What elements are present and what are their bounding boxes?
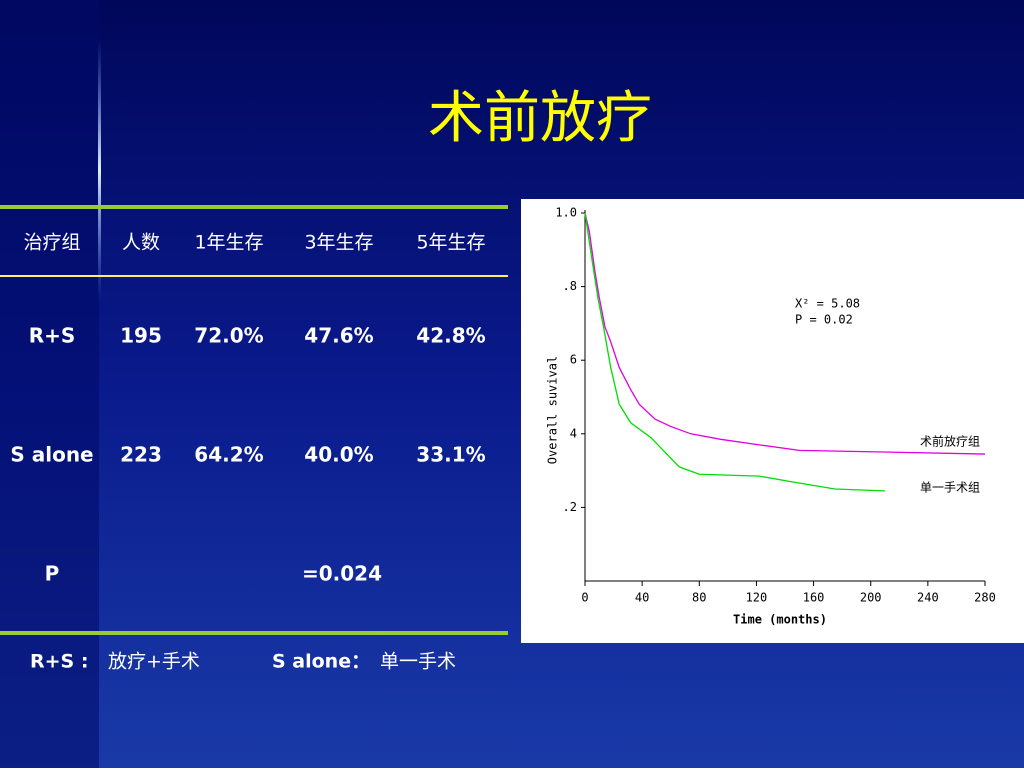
footnote-text: 放疗+手术 bbox=[108, 651, 200, 673]
survival-curve bbox=[584, 212, 886, 492]
x-axis-label: Time (months) bbox=[733, 613, 827, 627]
table-cell: 72.0% bbox=[194, 324, 263, 348]
x-tick-label: 120 bbox=[746, 591, 768, 605]
y-tick-label: 6 bbox=[570, 353, 577, 367]
x-tick-label: 160 bbox=[803, 591, 825, 605]
footnote-text: 单一手术 bbox=[380, 651, 456, 673]
table-cell: 33.1% bbox=[416, 443, 485, 467]
annotation: P = 0.02 bbox=[795, 313, 853, 327]
table-cell: 195 bbox=[120, 324, 162, 348]
footnote-label: S alone： bbox=[272, 651, 370, 673]
x-tick-label: 280 bbox=[974, 591, 996, 605]
y-tick-label: 4 bbox=[570, 426, 577, 440]
annotation: X² = 5.08 bbox=[795, 297, 860, 311]
table-header: 人数 bbox=[122, 232, 160, 254]
footnote-label: R+S : bbox=[30, 651, 88, 673]
table-cell: 64.2% bbox=[194, 443, 263, 467]
table-cell: 42.8% bbox=[416, 324, 485, 348]
legend-label: 术前放疗组 bbox=[920, 434, 980, 449]
x-tick-label: 40 bbox=[635, 591, 649, 605]
table-cell: 223 bbox=[120, 443, 162, 467]
table-cell: R+S bbox=[29, 324, 76, 348]
p-label: P bbox=[45, 562, 60, 586]
table-cell: S alone bbox=[10, 443, 93, 467]
y-tick-label: .8 bbox=[563, 279, 577, 293]
y-axis-label: Overall suvival bbox=[546, 356, 560, 464]
y-tick-label: 1.0 bbox=[555, 206, 577, 220]
table-cell: 47.6% bbox=[304, 324, 373, 348]
survival-curve bbox=[584, 212, 986, 455]
table-header: 1年生存 bbox=[194, 232, 263, 254]
side-band bbox=[0, 0, 99, 768]
table-header: 治疗组 bbox=[23, 232, 80, 254]
table-cell: 40.0% bbox=[304, 443, 373, 467]
x-tick-label: 80 bbox=[692, 591, 706, 605]
accent-line bbox=[98, 40, 101, 300]
table-header: 5年生存 bbox=[416, 232, 485, 254]
y-tick-label: .2 bbox=[563, 500, 577, 514]
p-value: =0.024 bbox=[302, 562, 382, 586]
legend-label: 单一手术组 bbox=[920, 481, 980, 495]
x-tick-label: 240 bbox=[917, 591, 939, 605]
x-tick-label: 0 bbox=[581, 591, 588, 605]
title: 术前放疗 bbox=[428, 86, 652, 151]
table-header: 3年生存 bbox=[304, 232, 373, 254]
x-tick-label: 200 bbox=[860, 591, 882, 605]
chart-panel bbox=[521, 199, 1024, 643]
